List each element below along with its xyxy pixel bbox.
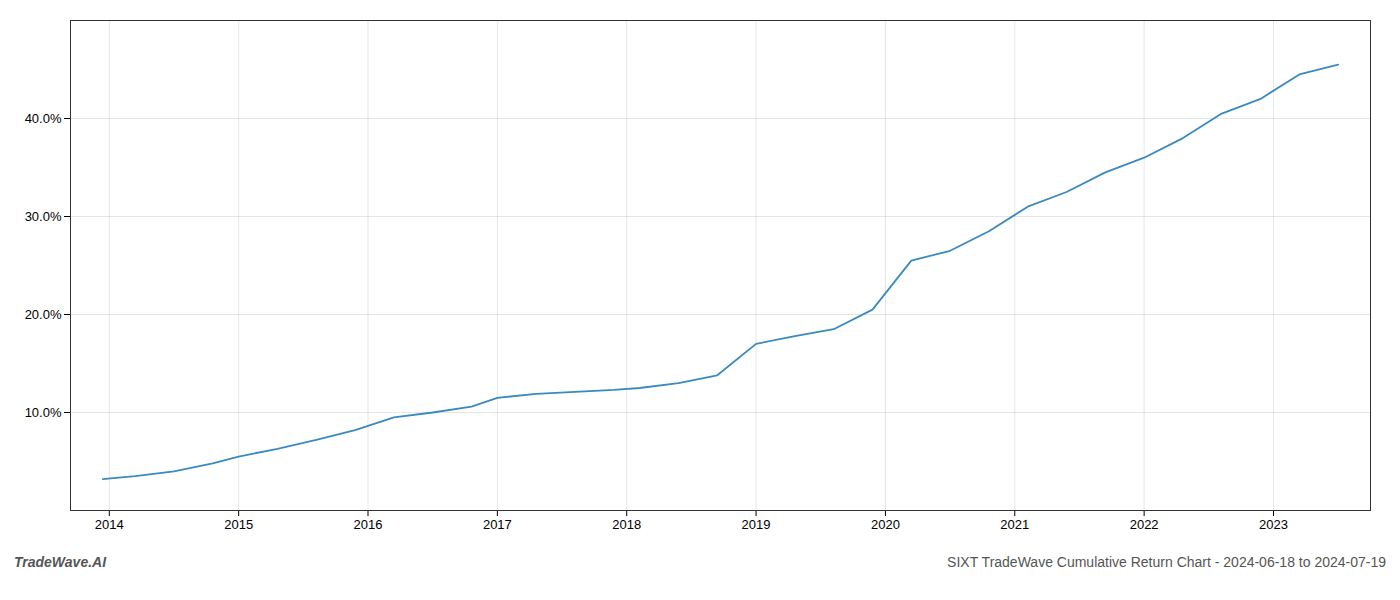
svg-text:2019: 2019 [742, 517, 771, 532]
svg-text:2018: 2018 [612, 517, 641, 532]
svg-text:2023: 2023 [1259, 517, 1288, 532]
svg-text:2017: 2017 [483, 517, 512, 532]
svg-text:40.0%: 40.0% [25, 111, 62, 126]
svg-text:10.0%: 10.0% [25, 405, 62, 420]
svg-text:2014: 2014 [95, 517, 124, 532]
svg-text:2015: 2015 [224, 517, 253, 532]
html-text:SIXT TradeWave Cumulative Retu: SIXT TradeWave Cumulative Return Chart -… [947, 554, 1386, 570]
svg-text:2016: 2016 [354, 517, 383, 532]
svg-text:20.0%: 20.0% [25, 307, 62, 322]
svg-text:2021: 2021 [1000, 517, 1029, 532]
svg-text:2022: 2022 [1130, 517, 1159, 532]
html-text:TradeWave.AI: TradeWave.AI [14, 554, 107, 570]
svg-text:2020: 2020 [871, 517, 900, 532]
svg-text:30.0%: 30.0% [25, 209, 62, 224]
